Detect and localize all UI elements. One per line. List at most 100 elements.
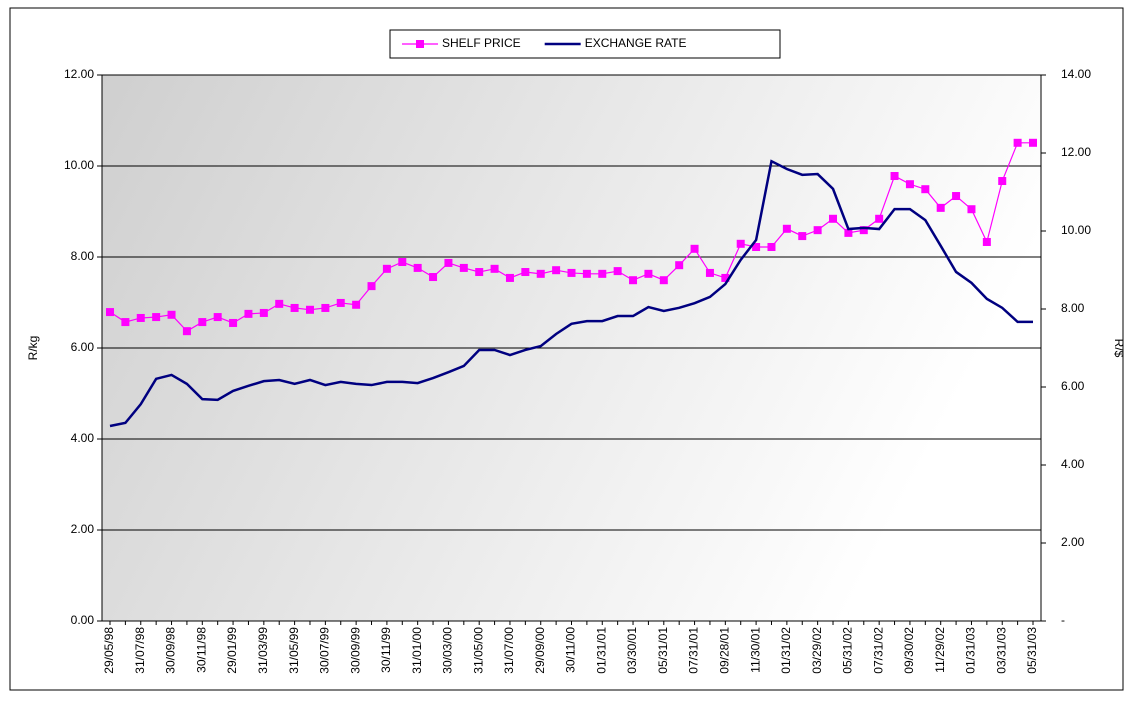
data-point [767, 242, 776, 251]
data-point [690, 244, 699, 253]
x-tick-label: 30/11/99 [379, 627, 393, 673]
data-point [182, 327, 191, 336]
data-point [305, 305, 314, 314]
x-tick-label: 30/09/98 [164, 627, 178, 674]
data-point [275, 299, 284, 308]
y-tick-label: 4.00 [71, 431, 95, 445]
data-point [521, 268, 530, 277]
x-tick-label: 05/31/01 [656, 627, 670, 674]
x-tick-label: 29/01/99 [225, 627, 239, 674]
data-point [321, 303, 330, 312]
y2-tick-label: 2.00 [1061, 535, 1085, 549]
x-tick-label: 07/31/02 [871, 627, 885, 674]
x-tick-label: 30/11/98 [194, 627, 208, 673]
data-point [982, 237, 991, 246]
data-point [198, 318, 207, 327]
data-point [829, 214, 838, 223]
data-point [352, 300, 361, 309]
y2-tick-label: 14.00 [1061, 67, 1091, 81]
y2-tick-label: 10.00 [1061, 223, 1091, 237]
y2-tick-label: 4.00 [1061, 457, 1085, 471]
data-point [475, 268, 484, 277]
x-tick-label: 07/31/01 [687, 627, 701, 674]
x-tick-label: 30/11/00 [564, 627, 578, 673]
data-point [998, 177, 1007, 186]
y-tick-label: 0.00 [71, 613, 95, 627]
x-tick-label: 31/03/99 [256, 627, 270, 674]
y2-axis-title: R/$ [1112, 339, 1126, 358]
series-line [109, 159, 1033, 428]
x-tick-label: 03/31/03 [994, 627, 1008, 674]
x-tick-label: 11/30/01 [748, 627, 762, 673]
x-tick-label: 09/30/02 [902, 627, 916, 674]
y2-tick-label: - [1061, 613, 1065, 627]
legend-box [389, 29, 781, 59]
y-tick-label: 10.00 [64, 158, 94, 172]
data-point [675, 261, 684, 270]
x-tick-label: 11/29/02 [933, 627, 947, 673]
x-tick-label: 31/05/00 [471, 627, 485, 674]
x-tick-label: 31/05/99 [287, 627, 301, 674]
data-point [629, 276, 638, 285]
data-point [798, 232, 807, 241]
x-tick-label: 31/07/00 [502, 627, 516, 674]
data-point [844, 228, 853, 237]
data-point [490, 264, 499, 273]
y-tick-label: 8.00 [71, 249, 95, 263]
data-point [152, 313, 161, 322]
legend-marker [416, 40, 424, 48]
x-tick-label: 03/30/01 [625, 627, 639, 674]
data-point [567, 268, 576, 277]
y-tick-label: 2.00 [71, 522, 95, 536]
data-point [859, 226, 868, 235]
data-point [536, 269, 545, 278]
data-point [459, 263, 468, 272]
legend-label: SHELF PRICE [442, 36, 521, 50]
x-tick-label: 01/31/02 [779, 627, 793, 674]
data-point [644, 269, 653, 278]
data-point [582, 269, 591, 278]
data-point [952, 192, 961, 201]
data-point [444, 258, 453, 267]
data-point [336, 298, 345, 307]
y-tick-label: 6.00 [71, 340, 95, 354]
data-point [121, 318, 130, 327]
data-point [736, 239, 745, 248]
data-point [229, 318, 238, 327]
data-point [659, 276, 668, 285]
data-point [398, 258, 407, 267]
data-point [890, 172, 899, 181]
data-point [1013, 138, 1022, 147]
data-point [413, 263, 422, 272]
y2-tick-label: 12.00 [1061, 145, 1091, 159]
y-tick-label: 12.00 [64, 67, 94, 81]
data-point [244, 309, 253, 318]
y2-tick-label: 8.00 [1061, 301, 1085, 315]
data-point [136, 313, 145, 322]
data-point [967, 205, 976, 214]
data-point [875, 214, 884, 223]
x-tick-label: 05/31/03 [1025, 627, 1039, 674]
x-tick-label: 31/07/98 [133, 627, 147, 674]
data-point [598, 269, 607, 278]
data-point [213, 313, 222, 322]
x-tick-label: 01/31/03 [964, 627, 978, 674]
data-point [367, 282, 376, 291]
data-point [1029, 138, 1037, 147]
data-point [936, 203, 945, 212]
data-point [382, 264, 391, 273]
data-point [167, 310, 176, 319]
x-tick-label: 31/01/00 [410, 627, 424, 674]
data-point [290, 303, 299, 312]
y2-tick-label: 6.00 [1061, 379, 1085, 393]
x-tick-label: 30/09/99 [348, 627, 362, 674]
data-point [905, 180, 914, 189]
data-point [813, 226, 822, 235]
data-point [721, 273, 730, 282]
data-point [782, 224, 791, 233]
x-tick-label: 01/31/01 [594, 627, 608, 674]
x-tick-label: 29/09/00 [533, 627, 547, 674]
data-point [552, 266, 561, 275]
x-tick-label: 05/31/02 [841, 627, 855, 674]
